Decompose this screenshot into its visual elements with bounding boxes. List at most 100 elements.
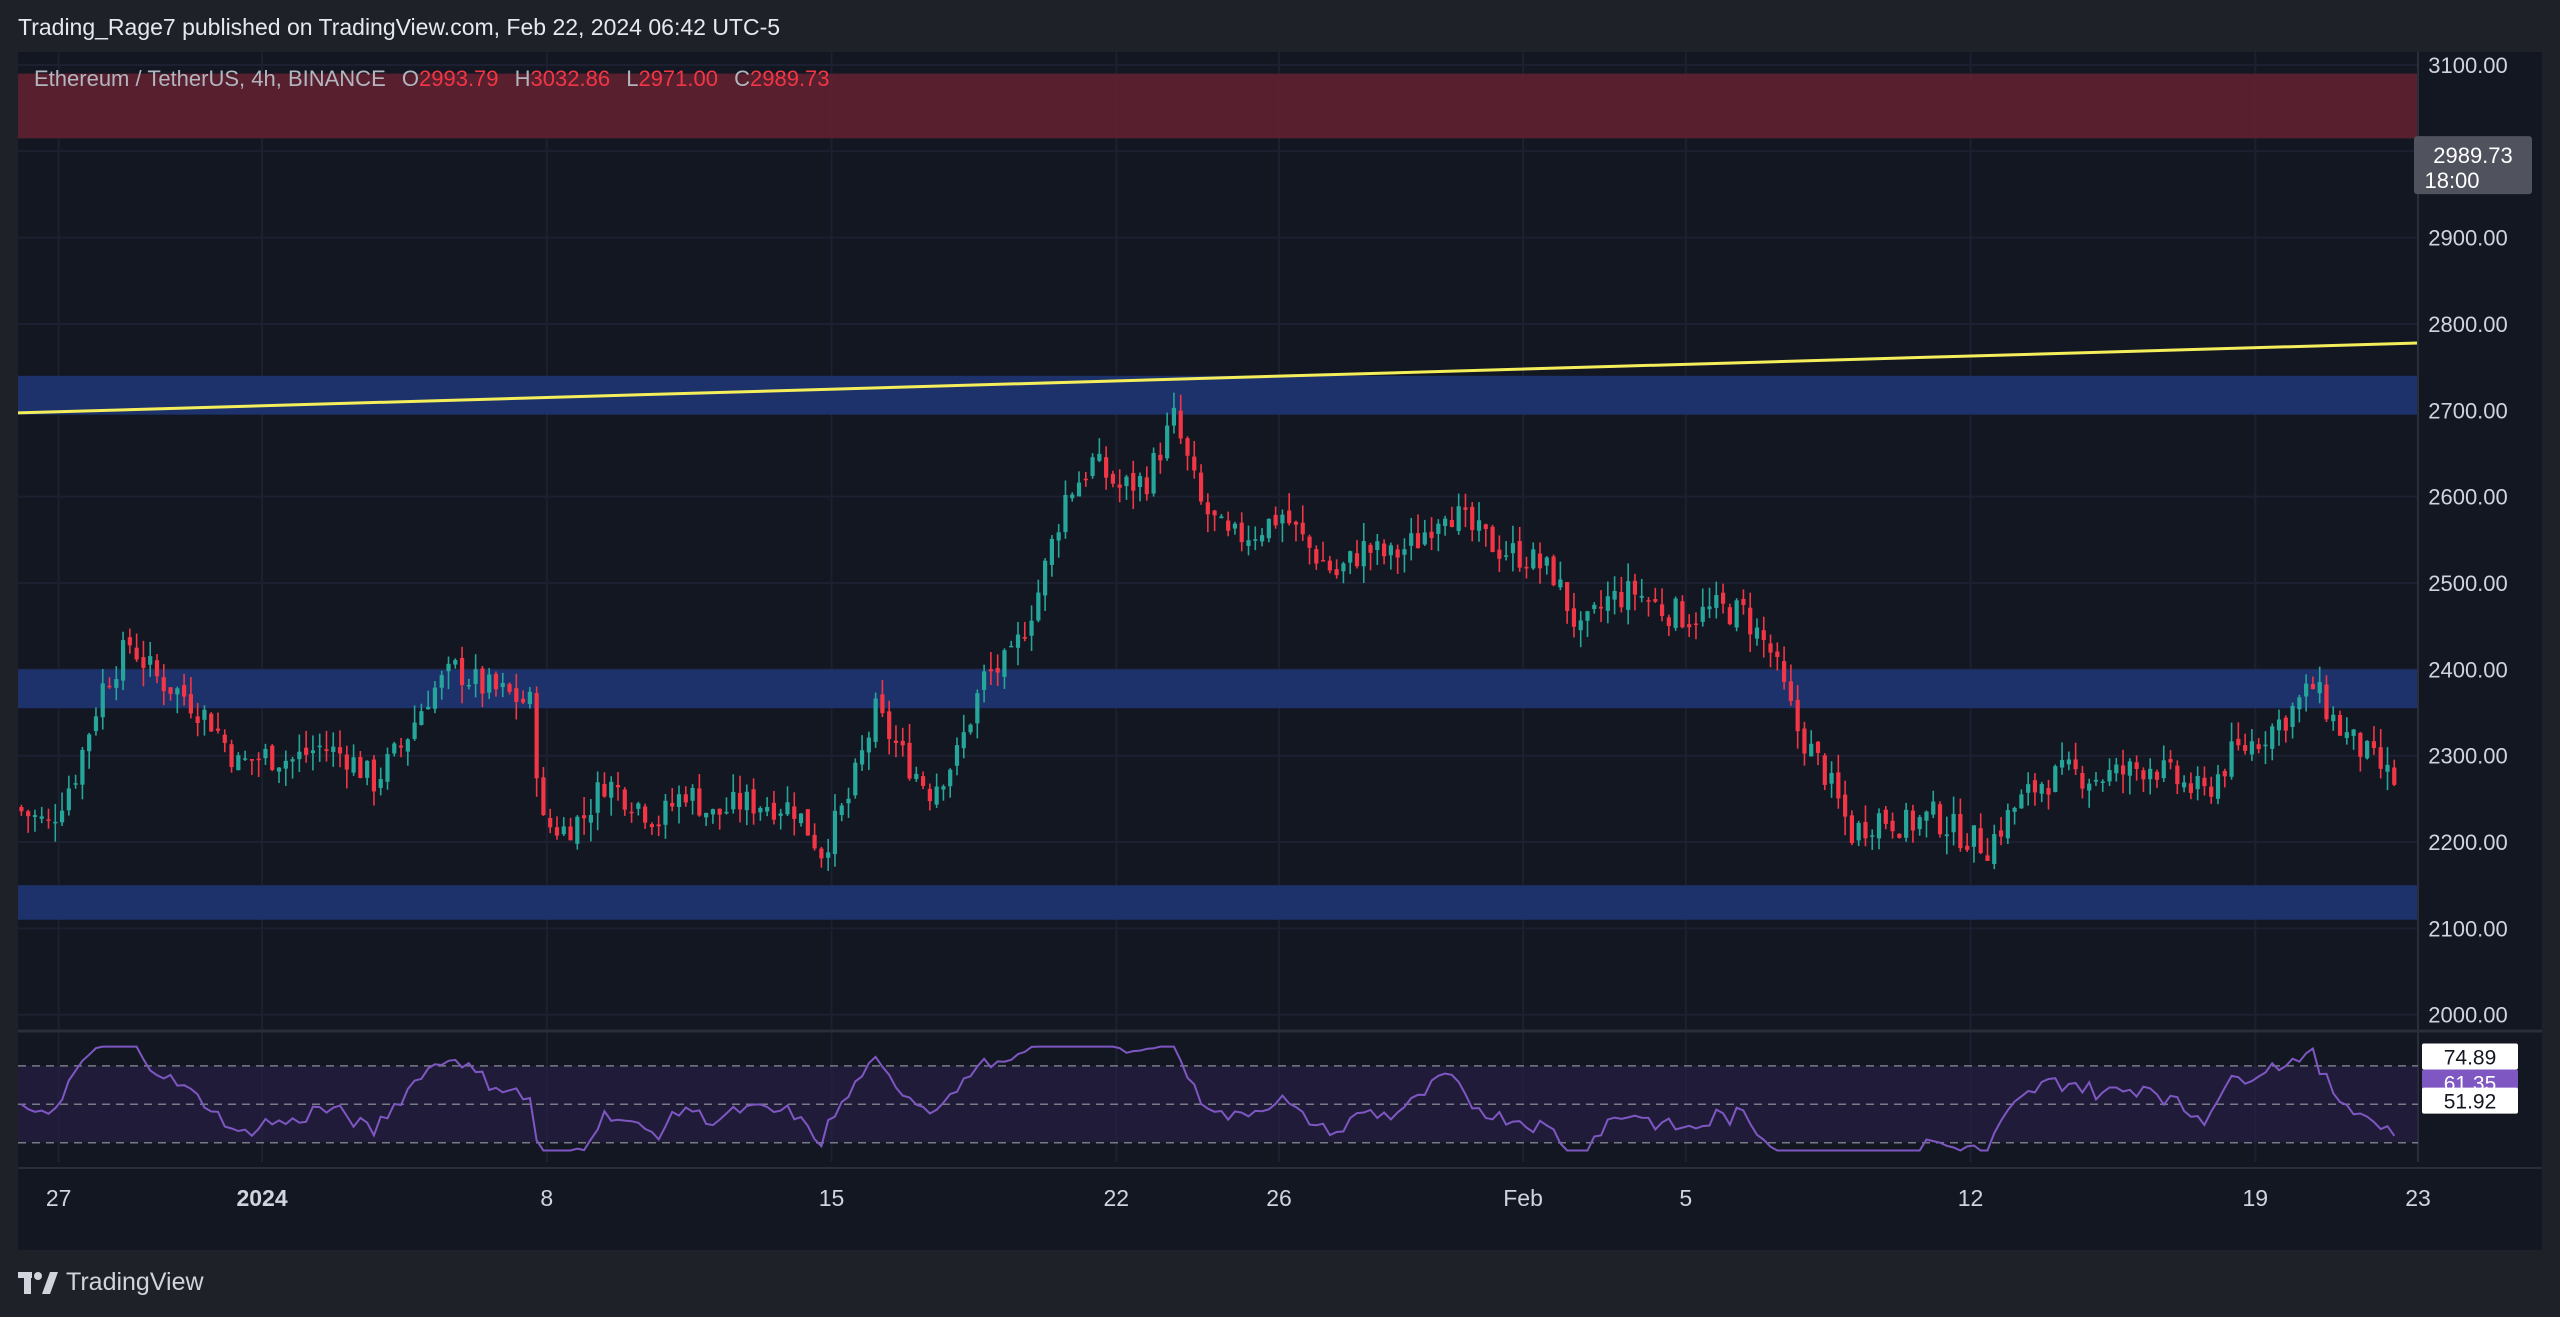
candle-body[interactable]: [982, 671, 987, 690]
candle-body[interactable]: [358, 756, 363, 778]
candle-body[interactable]: [344, 754, 349, 770]
candle-body[interactable]: [1178, 410, 1183, 439]
candle-body[interactable]: [1714, 594, 1719, 608]
candle-body[interactable]: [32, 815, 38, 817]
candle-body[interactable]: [602, 783, 607, 797]
candle-body[interactable]: [737, 792, 743, 810]
candle-body[interactable]: [2066, 759, 2071, 765]
candle-body[interactable]: [1273, 514, 1278, 526]
candle-body[interactable]: [2032, 780, 2038, 793]
candle-body[interactable]: [765, 806, 770, 812]
candle-body[interactable]: [792, 806, 797, 819]
candle-body[interactable]: [663, 800, 668, 825]
candle-body[interactable]: [249, 759, 254, 761]
candle-body[interactable]: [2358, 732, 2363, 757]
candle-body[interactable]: [778, 813, 783, 816]
candle-body[interactable]: [1497, 549, 1502, 559]
candle-body[interactable]: [1341, 563, 1346, 572]
candle-body[interactable]: [1063, 494, 1068, 533]
candle-body[interactable]: [1971, 825, 1977, 847]
candle-body[interactable]: [405, 739, 410, 752]
candle-body[interactable]: [1965, 845, 1970, 850]
candle-body[interactable]: [554, 827, 560, 836]
candle-body[interactable]: [527, 691, 532, 704]
candle-body[interactable]: [2019, 794, 2024, 809]
candle-body[interactable]: [148, 656, 153, 665]
candle-body[interactable]: [1219, 516, 1224, 519]
candle-body[interactable]: [2114, 764, 2119, 774]
candle-body[interactable]: [1585, 611, 1590, 621]
candle-body[interactable]: [1327, 560, 1332, 571]
candle-body[interactable]: [2283, 717, 2288, 731]
candle-body[interactable]: [480, 668, 485, 694]
candle-body[interactable]: [1626, 581, 1631, 610]
candle-body[interactable]: [1314, 549, 1319, 564]
candle-body[interactable]: [1483, 524, 1488, 529]
candle-body[interactable]: [690, 788, 695, 801]
candle-body[interactable]: [80, 749, 85, 785]
candle-body[interactable]: [134, 647, 139, 660]
candle-body[interactable]: [2263, 744, 2268, 747]
candle-body[interactable]: [724, 811, 729, 814]
candle-body[interactable]: [1002, 650, 1007, 677]
candle-body[interactable]: [2087, 783, 2092, 791]
candle-body[interactable]: [1958, 814, 1963, 849]
candle-body[interactable]: [2168, 759, 2173, 763]
candle-body[interactable]: [1890, 820, 1895, 832]
candle-body[interactable]: [1809, 743, 1814, 757]
candle-body[interactable]: [19, 806, 24, 812]
candle-body[interactable]: [1334, 569, 1339, 576]
candle-body[interactable]: [1734, 600, 1739, 628]
candle-body[interactable]: [812, 834, 817, 849]
candle-body[interactable]: [1131, 472, 1136, 491]
candle-body[interactable]: [1422, 532, 1427, 545]
candle-body[interactable]: [2276, 719, 2282, 731]
candle-body[interactable]: [1070, 494, 1075, 499]
candle-body[interactable]: [561, 826, 566, 835]
candle-body[interactable]: [154, 660, 160, 677]
candle-body[interactable]: [331, 746, 336, 753]
candle-body[interactable]: [1015, 634, 1021, 648]
candle-body[interactable]: [256, 758, 261, 761]
candle-body[interactable]: [1741, 598, 1746, 605]
candle-body[interactable]: [1707, 606, 1712, 610]
candle-body[interactable]: [66, 788, 71, 811]
candle-body[interactable]: [2243, 745, 2248, 751]
trendline[interactable]: [18, 341, 2419, 415]
candle-body[interactable]: [2222, 770, 2227, 777]
candle-body[interactable]: [1476, 520, 1482, 531]
candle-body[interactable]: [1415, 533, 1421, 549]
candle-body[interactable]: [2337, 715, 2343, 736]
candle-body[interactable]: [595, 782, 600, 813]
candle-body[interactable]: [1307, 536, 1312, 548]
candle-body[interactable]: [2385, 764, 2390, 772]
candle-body[interactable]: [202, 709, 207, 720]
candle-body[interactable]: [1659, 604, 1665, 616]
candle-body[interactable]: [2290, 705, 2295, 727]
candle-body[interactable]: [1605, 596, 1610, 611]
candle-body[interactable]: [229, 744, 234, 768]
candle-body[interactable]: [1504, 555, 1509, 557]
candle-body[interactable]: [473, 669, 478, 684]
candle-body[interactable]: [1239, 522, 1244, 543]
candle-body[interactable]: [2026, 784, 2031, 793]
candle-body[interactable]: [182, 685, 187, 697]
candle-body[interactable]: [2148, 768, 2153, 780]
candle-body[interactable]: [1788, 681, 1793, 702]
candle-body[interactable]: [751, 789, 756, 814]
candle-body[interactable]: [2046, 788, 2051, 795]
candle-body[interactable]: [26, 811, 31, 817]
candle-body[interactable]: [859, 750, 865, 765]
candle-body[interactable]: [1754, 627, 1760, 639]
candle-body[interactable]: [1076, 482, 1082, 497]
candle-body[interactable]: [704, 812, 709, 818]
candle-body[interactable]: [1544, 557, 1549, 566]
candle-body[interactable]: [615, 784, 621, 788]
candle-body[interactable]: [1348, 551, 1353, 563]
candle-body[interactable]: [127, 637, 132, 646]
candle-body[interactable]: [1680, 601, 1685, 628]
candle-body[interactable]: [1870, 835, 1875, 837]
candle-body[interactable]: [805, 809, 810, 836]
candle-body[interactable]: [1782, 661, 1787, 682]
candle-body[interactable]: [1226, 520, 1231, 531]
